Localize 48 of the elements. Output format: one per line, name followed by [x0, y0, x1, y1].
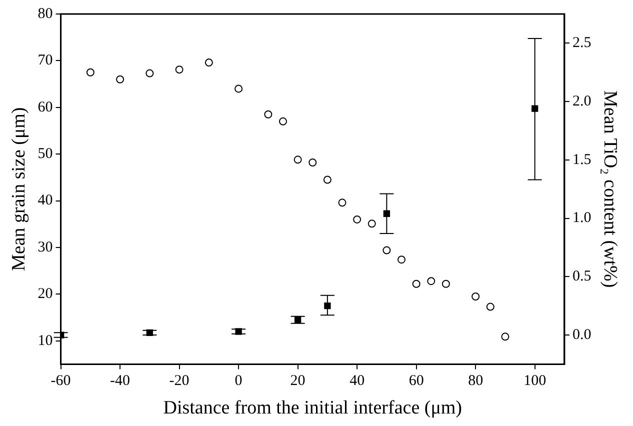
- point: [116, 75, 124, 84]
- x-tick-label: 0: [234, 373, 242, 390]
- point: [323, 176, 332, 184]
- point: [86, 68, 94, 76]
- point: [279, 117, 287, 126]
- x-tick-label: 100: [524, 373, 546, 390]
- y2-tick-label: 2.5: [572, 35, 592, 52]
- y-tick-label: 60: [38, 99, 53, 116]
- y2-tick-label: 2.0: [572, 93, 592, 110]
- x-tick-label: 20: [290, 373, 306, 390]
- y-tick-label: 20: [38, 286, 53, 302]
- x-axis-title: Distance from the initial interface (μm): [163, 398, 462, 419]
- y2-tick-label: 1.5: [572, 152, 592, 168]
- y2-tick-label: 0.5: [572, 268, 592, 285]
- point: [338, 198, 346, 207]
- point: [486, 302, 494, 311]
- point: [501, 332, 510, 341]
- x-tick-label: 60: [408, 373, 424, 390]
- x-tick-label: -20: [169, 373, 190, 390]
- y-tick-label: 50: [38, 146, 53, 162]
- y-tick-label: 30: [38, 239, 53, 256]
- point: [294, 156, 302, 164]
- point: [234, 84, 243, 93]
- point: [264, 110, 272, 118]
- y2-tick-label: 1.0: [572, 210, 592, 226]
- y-tick-label: 70: [38, 52, 53, 69]
- y2-axis-title: Mean TiO₂ content (wt%): [600, 90, 621, 288]
- y-tick-label: 40: [38, 192, 53, 209]
- point: [398, 256, 406, 264]
- point: [204, 58, 213, 67]
- point: [382, 246, 391, 254]
- point: [308, 158, 317, 166]
- x-tick-label: 80: [468, 373, 484, 390]
- y2-tick-label: 0.0: [572, 326, 592, 343]
- point: [146, 69, 154, 78]
- y-tick-label: 10: [38, 332, 53, 349]
- x-tick-label: 40: [350, 373, 365, 390]
- point: [353, 215, 362, 224]
- point: [368, 220, 376, 228]
- point: [442, 280, 450, 288]
- y-tick-label: 80: [38, 6, 53, 22]
- x-tick-label: -60: [50, 373, 71, 390]
- x-tick-label: -40: [110, 373, 130, 390]
- point: [175, 66, 184, 74]
- point: [472, 292, 480, 300]
- point: [427, 277, 436, 286]
- point: [412, 280, 420, 288]
- y-axis-title: Mean grain size (μm): [8, 107, 30, 271]
